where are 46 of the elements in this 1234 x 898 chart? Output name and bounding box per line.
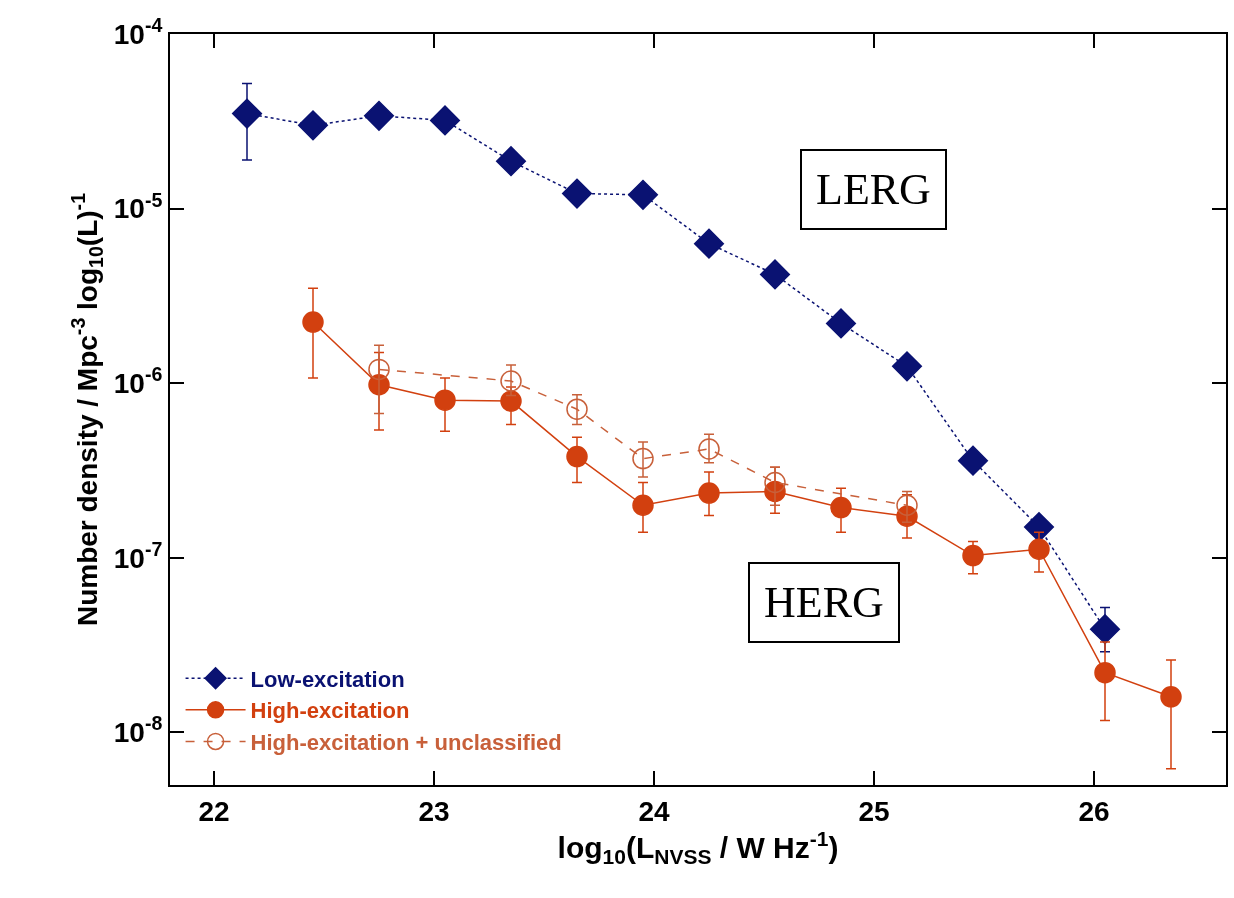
point bbox=[561, 178, 593, 209]
point bbox=[693, 228, 725, 259]
point bbox=[231, 98, 263, 129]
point bbox=[500, 370, 522, 392]
legend-label: High-excitation bbox=[250, 698, 410, 724]
x-tick-label: 23 bbox=[418, 795, 450, 827]
y-tick-label: 10$^{-5}$ bbox=[113, 188, 163, 225]
point bbox=[434, 389, 456, 411]
point bbox=[957, 445, 989, 476]
point bbox=[632, 447, 654, 470]
x-tick-label: 25 bbox=[858, 795, 890, 827]
point bbox=[1094, 661, 1116, 684]
point bbox=[566, 445, 588, 468]
point bbox=[698, 438, 720, 460]
point bbox=[962, 544, 984, 567]
annotation: LERG bbox=[816, 165, 931, 214]
point bbox=[627, 179, 659, 210]
point bbox=[297, 110, 329, 141]
point bbox=[429, 105, 461, 136]
x-tick-label: 26 bbox=[1078, 795, 1110, 827]
point bbox=[698, 482, 720, 504]
point bbox=[759, 259, 791, 290]
point bbox=[302, 311, 324, 333]
point bbox=[1028, 538, 1050, 560]
y-tick-label: 10$^{-4}$ bbox=[113, 14, 163, 50]
point bbox=[363, 100, 395, 131]
point bbox=[1160, 686, 1182, 708]
legend-label: High-excitation + unclassified bbox=[250, 730, 562, 756]
x-axis-title: log$_{10}$(L$_{NVSS}$ / W Hz$^{-1}$) bbox=[557, 826, 839, 869]
point bbox=[500, 390, 522, 412]
point bbox=[764, 471, 786, 494]
point bbox=[368, 358, 390, 381]
y-tick-label: 10$^{-7}$ bbox=[113, 537, 163, 574]
y-tick-label: 10$^{-8}$ bbox=[113, 712, 163, 749]
x-tick-label: 24 bbox=[638, 795, 670, 827]
legend-label: Low-excitation bbox=[250, 666, 405, 692]
x-tick-label: 22 bbox=[198, 795, 230, 827]
point bbox=[830, 496, 852, 519]
annotation: HERG bbox=[764, 578, 884, 627]
point bbox=[896, 494, 918, 517]
point bbox=[495, 146, 527, 177]
y-tick-label: 10$^{-6}$ bbox=[113, 363, 163, 400]
point bbox=[891, 351, 923, 382]
point bbox=[825, 308, 857, 339]
point bbox=[632, 494, 654, 517]
point bbox=[566, 398, 588, 420]
